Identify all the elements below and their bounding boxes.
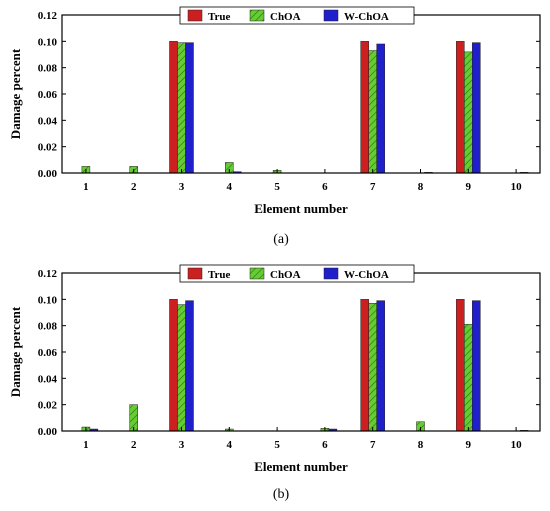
- x-tick-label: 7: [370, 181, 376, 193]
- legend-label-choa: ChOA: [270, 11, 301, 23]
- legend-swatch-choa: [249, 9, 265, 22]
- x-tick-label: 9: [466, 181, 472, 193]
- legend-label-w-choa: W-ChOA: [344, 269, 389, 281]
- y-tick-label: 0.02: [38, 400, 58, 412]
- legend-swatch-choa: [249, 267, 265, 280]
- x-tick-label: 5: [274, 439, 280, 451]
- x-tick-label: 3: [179, 439, 185, 451]
- y-tick-label: 0.04: [38, 115, 58, 127]
- bar-true-3: [169, 299, 178, 432]
- x-tick-label: 10: [511, 439, 523, 451]
- bar-w-choa-3: [185, 42, 194, 174]
- y-tick-label: 0.12: [38, 10, 58, 22]
- bar-w-choa-9: [472, 300, 481, 432]
- bar-true-9: [456, 41, 465, 174]
- y-tick-label: 0.06: [38, 89, 58, 101]
- bar-choa-9: [464, 51, 473, 174]
- x-tick-label: 6: [322, 181, 328, 193]
- bar-choa-9: [464, 324, 473, 432]
- bar-w-choa-3: [185, 300, 194, 432]
- bar-choa-3: [177, 304, 186, 432]
- legend-swatch-true: [187, 9, 203, 22]
- y-tick-label: 0.12: [38, 268, 58, 280]
- legend-swatch-true: [187, 267, 203, 280]
- bar-w-choa-7: [376, 300, 385, 432]
- x-tick-label: 5: [274, 181, 280, 193]
- x-tick-label: 2: [131, 181, 137, 193]
- bar-true-7: [360, 299, 369, 432]
- legend-label-choa: ChOA: [270, 269, 301, 281]
- chart-panel-a: 0.00 0.02 0.04 0.06 0.08 0.10 0.12 1 2 3 4 5 6 7 8 9 10 E…: [8, 6, 541, 247]
- y-tick-label: 0.02: [38, 142, 58, 154]
- bar-true-3: [169, 41, 178, 174]
- y-tick-label: 0.10: [38, 294, 58, 306]
- bar-choa-7: [368, 50, 377, 174]
- legend-label-w-choa: W-ChOA: [344, 11, 389, 23]
- y-axis-title: Damage percent: [8, 306, 23, 397]
- x-tick-label: 1: [83, 181, 89, 193]
- x-tick-label: 8: [418, 439, 424, 451]
- legend: True ChOA W-ChOA: [179, 264, 415, 283]
- y-tick-label: 0.04: [38, 373, 58, 385]
- y-tick-label: 0.08: [38, 321, 58, 333]
- x-tick-label: 10: [511, 181, 523, 193]
- y-axis-title: Damage percent: [8, 48, 23, 139]
- panel-caption: (a): [273, 232, 289, 247]
- x-tick-label: 3: [179, 181, 185, 193]
- bar-w-choa-7: [376, 43, 385, 174]
- x-tick-label: 9: [466, 439, 472, 451]
- x-tick-label: 1: [83, 439, 89, 451]
- bar-true-7: [360, 41, 369, 174]
- bar-true-9: [456, 299, 465, 432]
- panel-caption: (b): [273, 487, 290, 502]
- x-tick-label: 4: [227, 181, 233, 193]
- x-tick-label: 6: [322, 439, 328, 451]
- y-tick-label: 0.06: [38, 347, 58, 359]
- x-tick-label: 4: [227, 439, 233, 451]
- x-tick-label: 7: [370, 439, 376, 451]
- y-tick-label: 0.00: [38, 168, 58, 180]
- y-tick-label: 0.10: [38, 36, 58, 48]
- legend-label-true: True: [208, 269, 231, 281]
- bar-w-choa-9: [472, 42, 481, 174]
- legend-swatch-w-choa: [323, 9, 339, 22]
- chart-panel-b: 0.00 0.02 0.04 0.06 0.08 0.10 0.12 1 2 3 4 5 6 7 8 9 10 E…: [8, 264, 541, 502]
- y-tick-label: 0.00: [38, 426, 58, 438]
- x-tick-label: 2: [131, 439, 137, 451]
- x-axis-title: Element number: [254, 459, 348, 474]
- legend-box: [179, 264, 415, 283]
- bar-choa-7: [368, 303, 377, 432]
- x-axis-title: Element number: [254, 201, 348, 216]
- x-tick-label: 8: [418, 181, 424, 193]
- legend-label-true: True: [208, 11, 231, 23]
- y-tick-label: 0.08: [38, 63, 58, 75]
- legend-swatch-w-choa: [323, 267, 339, 280]
- legend: True ChOA W-ChOA: [179, 6, 415, 25]
- legend-box: [179, 6, 415, 25]
- bar-choa-3: [177, 42, 186, 174]
